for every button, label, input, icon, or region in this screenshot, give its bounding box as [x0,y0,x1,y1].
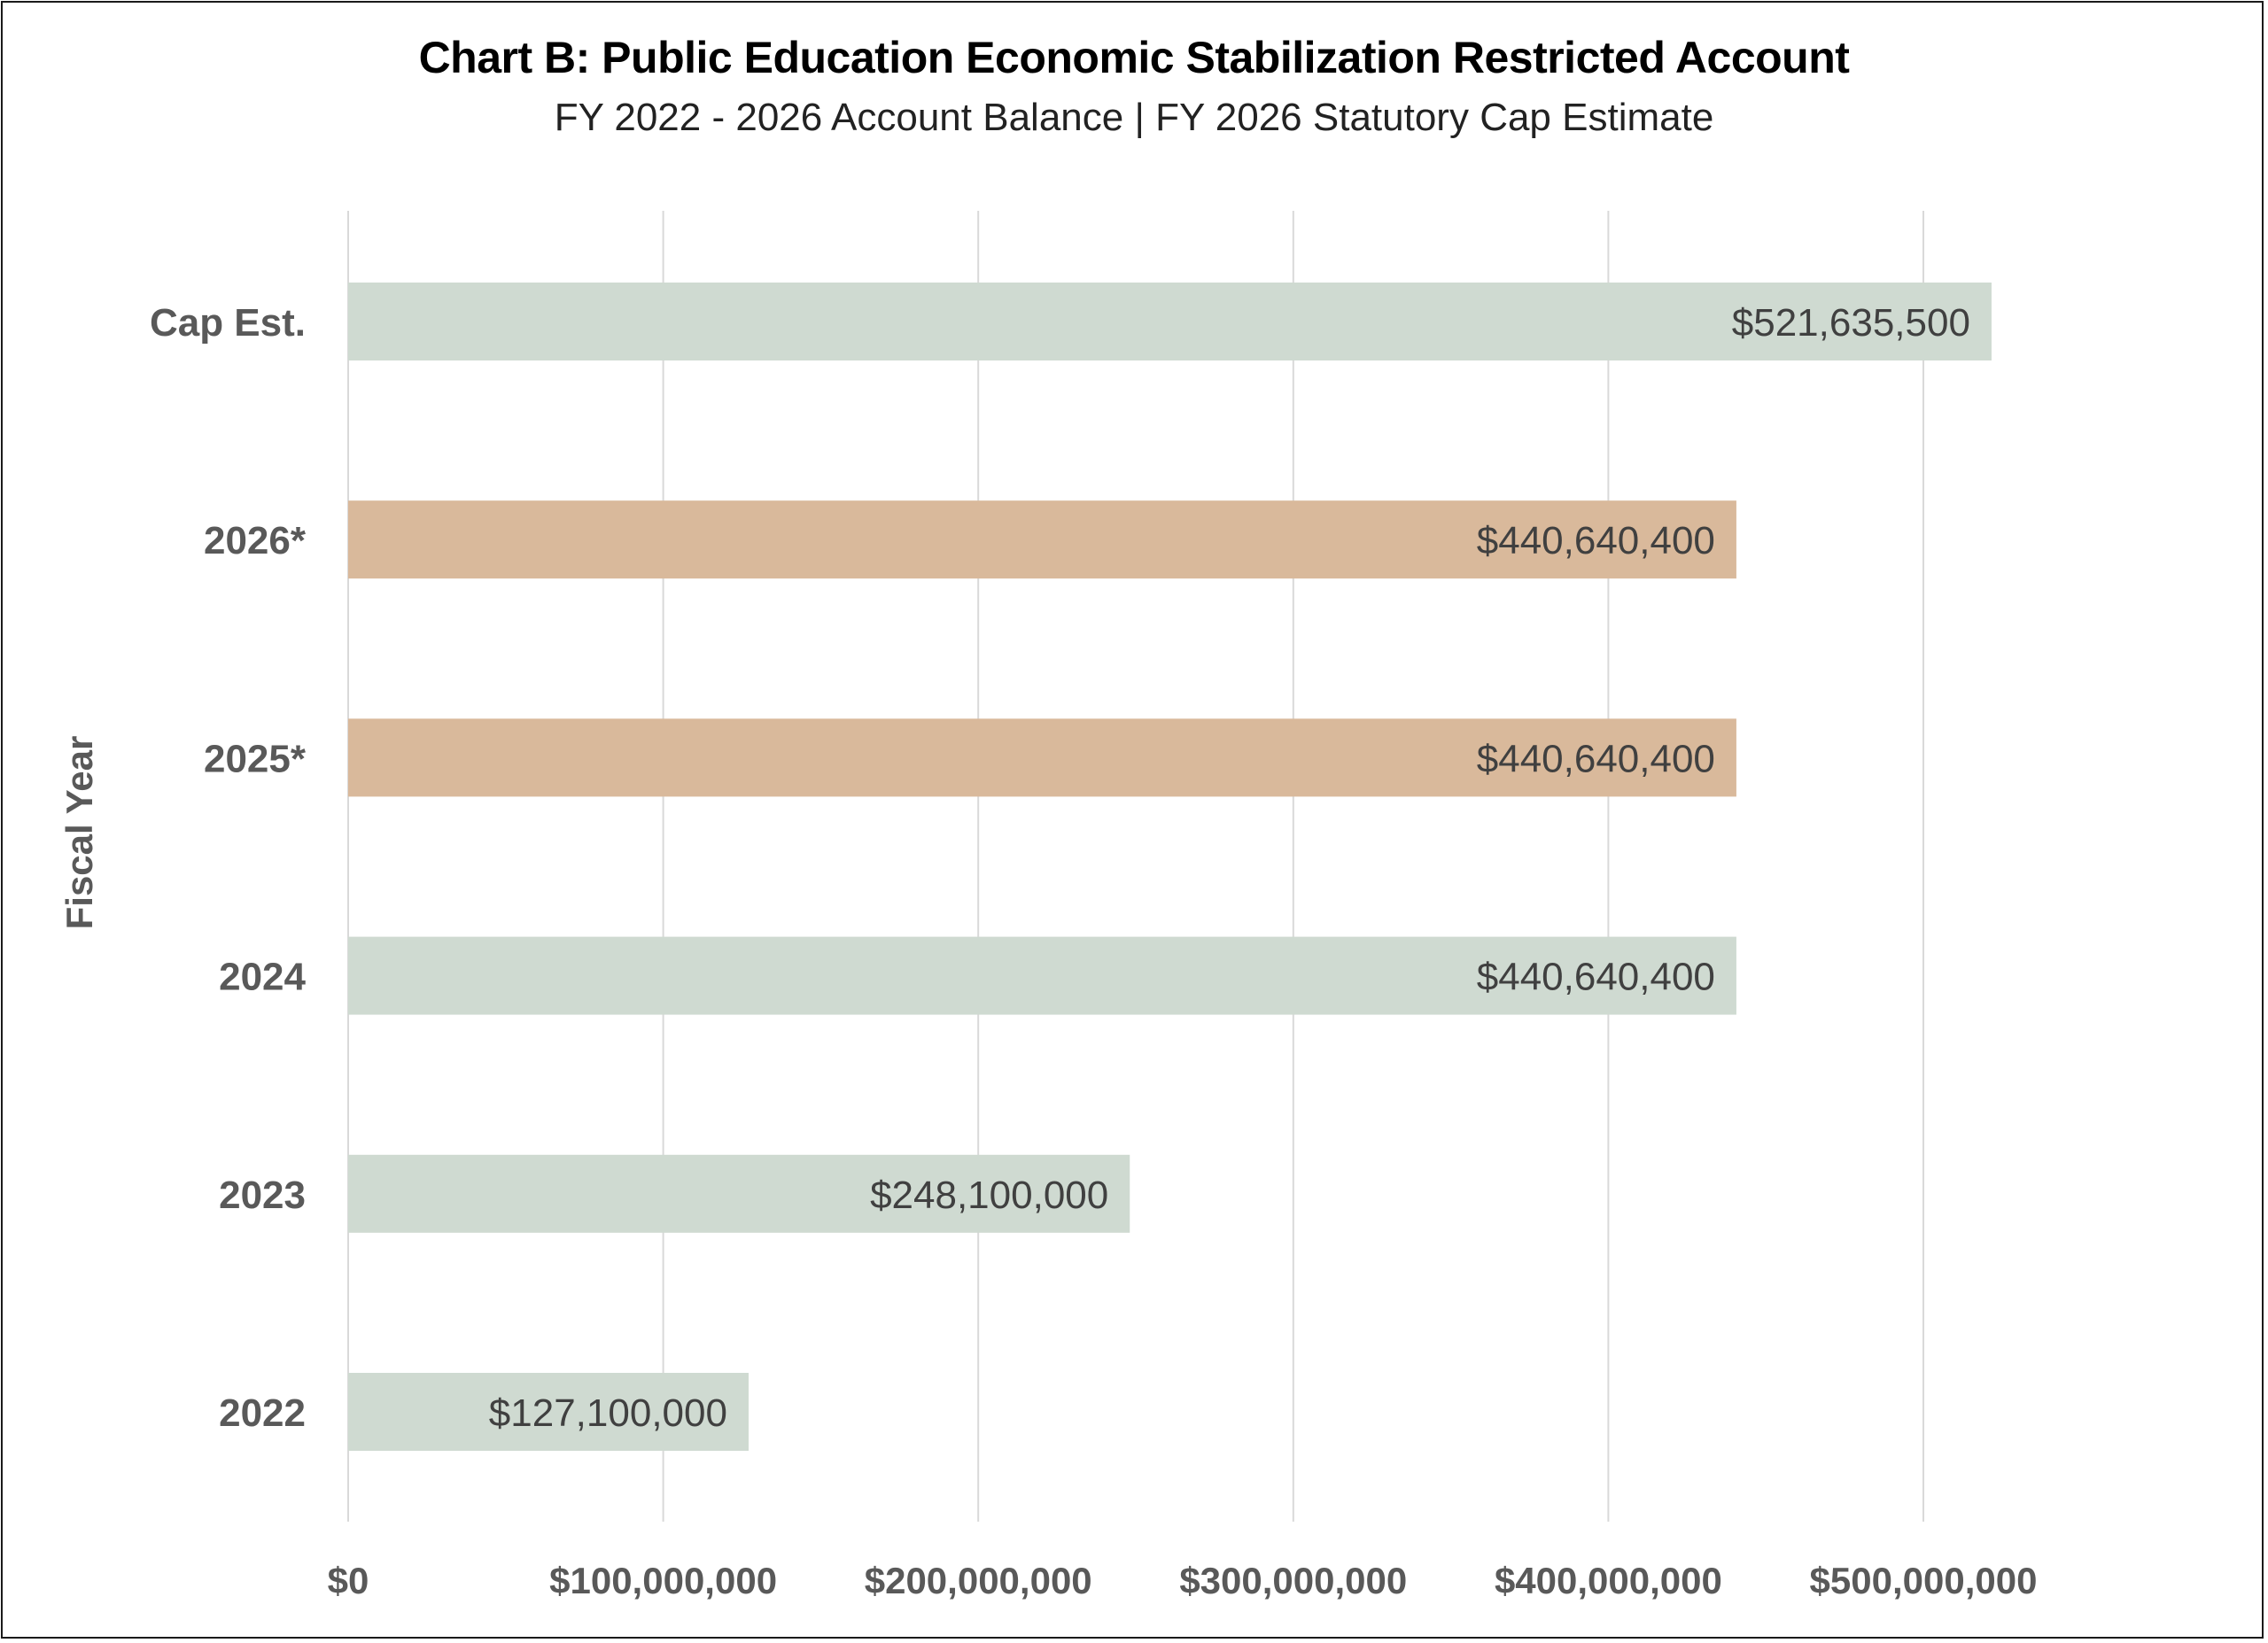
x-tick-label: $400,000,000 [1495,1560,1722,1601]
bar [348,283,1992,360]
bar [348,718,1736,797]
y-tick-label: 2025* [204,737,307,780]
data-label: $440,640,400 [1477,956,1715,999]
x-tick-label: $100,000,000 [549,1560,777,1601]
bar [348,1154,1130,1233]
bars [348,283,1992,1451]
y-tick-label: 2023 [219,1174,306,1217]
data-label: $440,640,400 [1477,737,1715,780]
chart-title: Chart B: Public Education Economic Stabi… [418,33,1850,82]
x-tick-label: $300,000,000 [1179,1560,1407,1601]
y-tick-label: 2024 [219,956,306,999]
y-tick-labels: Cap Est. 2026* 2025* 2024 2023 2022 [150,301,307,1435]
y-tick-label: 2022 [219,1391,306,1435]
data-label: $440,640,400 [1477,519,1715,562]
bar [348,1373,749,1451]
x-tick-labels: $0 $100,000,000 $200,000,000 $300,000,000 $4… [328,1560,2038,1601]
x-tick-label: $500,000,000 [1810,1560,2038,1601]
chart-subtitle: FY 2022 - 2026 Account Balance | FY 2026… [554,96,1714,139]
x-tick-label: $200,000,000 [865,1560,1092,1601]
y-tick-label: 2026* [204,519,307,562]
data-label: $521,635,500 [1732,301,1970,345]
data-labels: $521,635,500 $440,640,400 $440,640,400 $440… [489,301,1970,1435]
bar [348,936,1736,1015]
x-tick-label: $0 [328,1560,369,1601]
data-label: $248,100,000 [870,1174,1108,1217]
gridlines [347,211,1924,1522]
data-label: $127,100,000 [489,1391,727,1435]
y-tick-label: Cap Est. [150,301,306,345]
bar [348,500,1736,579]
